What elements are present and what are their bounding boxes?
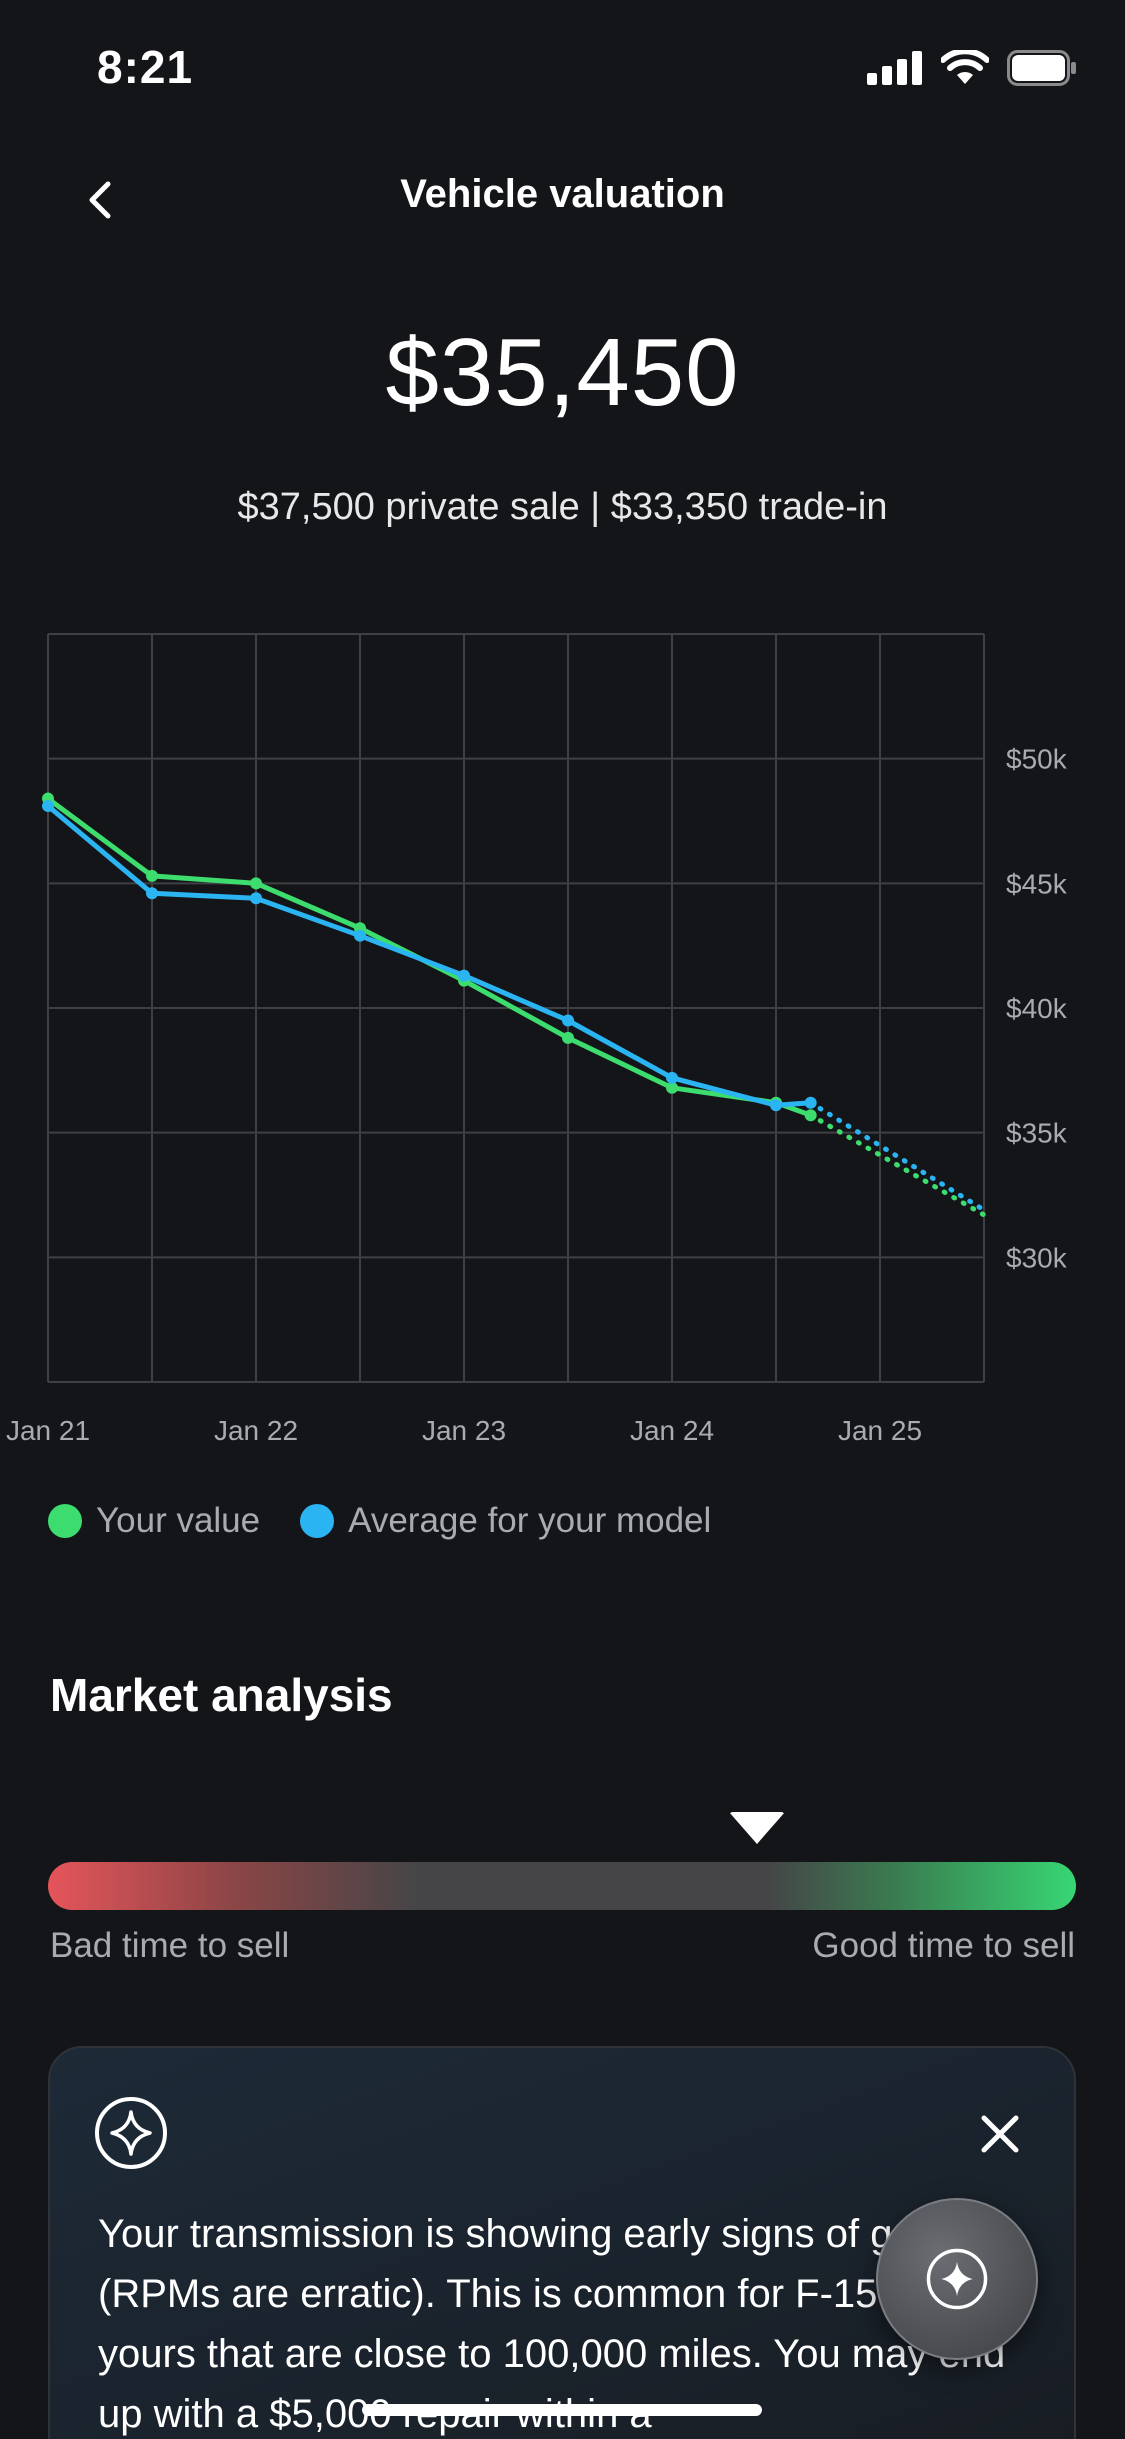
y-tick-label: $35k bbox=[1006, 1118, 1068, 1149]
back-button[interactable] bbox=[70, 170, 130, 230]
y-tick-label: $30k bbox=[1006, 1242, 1068, 1273]
valuation-chart: $50k $45k $40k $35k $30k Jan 21 Jan 22 Jan 23 Ja… bbox=[0, 620, 1125, 1460]
market-analysis-title: Market analysis bbox=[50, 1669, 393, 1721]
x-tick-label: Jan 25 bbox=[838, 1415, 922, 1446]
status-time: 8:21 bbox=[97, 41, 194, 93]
data-point-average bbox=[666, 1071, 678, 1084]
data-point-average bbox=[562, 1014, 574, 1027]
y-tick-label: $45k bbox=[1006, 868, 1068, 899]
legend-label-average: Average for your model bbox=[348, 1501, 712, 1540]
x-tick-label: Jan 21 bbox=[6, 1415, 90, 1446]
valuation-amount: $35,450 bbox=[385, 319, 740, 426]
chart-legend: Your value Average for your model bbox=[48, 1496, 711, 1546]
cellular-signal-icon bbox=[867, 51, 922, 85]
insight-text: Your transmission is showing early signs… bbox=[98, 2212, 1005, 2436]
legend-label-your-value: Your value bbox=[96, 1501, 261, 1540]
data-point-your-value bbox=[146, 869, 158, 882]
data-point-average bbox=[42, 800, 54, 813]
series-forecast-average bbox=[808, 1100, 987, 1213]
data-point-average bbox=[354, 929, 366, 942]
battery-icon bbox=[1007, 50, 1076, 86]
x-tick-label: Jan 23 bbox=[422, 1415, 506, 1446]
x-tick-label: Jan 24 bbox=[630, 1415, 714, 1446]
market-position-marker bbox=[729, 1812, 786, 1844]
close-icon[interactable] bbox=[978, 2112, 1022, 2156]
data-point-your-value bbox=[250, 877, 262, 890]
data-point-your-value bbox=[804, 1109, 817, 1122]
bad-time-label: Bad time to sell bbox=[50, 1926, 290, 1965]
wifi-icon bbox=[941, 50, 989, 84]
y-tick-label: $40k bbox=[1006, 993, 1068, 1024]
market-sell-gauge bbox=[48, 1862, 1076, 1910]
legend-item-average: Average for your model bbox=[300, 1501, 711, 1541]
legend-dot-your-value bbox=[48, 1504, 82, 1538]
valuation-breakdown: $37,500 private sale | $33,350 trade-in bbox=[237, 486, 888, 528]
legend-dot-average bbox=[300, 1504, 335, 1538]
data-point-average bbox=[770, 1099, 782, 1112]
sparkle-icon bbox=[926, 2248, 988, 2310]
legend-item-your-value: Your value bbox=[48, 1501, 260, 1541]
status-icons bbox=[867, 48, 1077, 88]
data-point-your-value bbox=[666, 1081, 678, 1094]
data-point-average bbox=[146, 887, 158, 900]
status-bar: 8:21 bbox=[0, 0, 1125, 140]
data-point-your-value bbox=[562, 1031, 574, 1044]
home-indicator bbox=[362, 2404, 762, 2416]
good-time-label: Good time to sell bbox=[812, 1926, 1075, 1965]
data-point-average bbox=[250, 892, 262, 905]
header: Vehicle valuation bbox=[0, 160, 1125, 240]
assistant-fab-button[interactable] bbox=[876, 2198, 1038, 2360]
series-line-average bbox=[45, 803, 814, 1108]
chevron-left-icon bbox=[89, 181, 111, 219]
data-point-average bbox=[458, 969, 470, 982]
series-line-your-value bbox=[45, 796, 814, 1118]
sparkle-icon bbox=[95, 2097, 167, 2169]
valuation-chart-svg: $50k $45k $40k $35k $30k Jan 21 Jan 22 Jan 23 Ja… bbox=[6, 633, 1068, 1446]
page-title: Vehicle valuation bbox=[400, 172, 725, 216]
data-point-average bbox=[804, 1096, 817, 1109]
y-tick-label: $50k bbox=[1006, 744, 1068, 775]
series-forecast-your-value bbox=[808, 1112, 987, 1218]
x-tick-label: Jan 22 bbox=[214, 1415, 298, 1446]
